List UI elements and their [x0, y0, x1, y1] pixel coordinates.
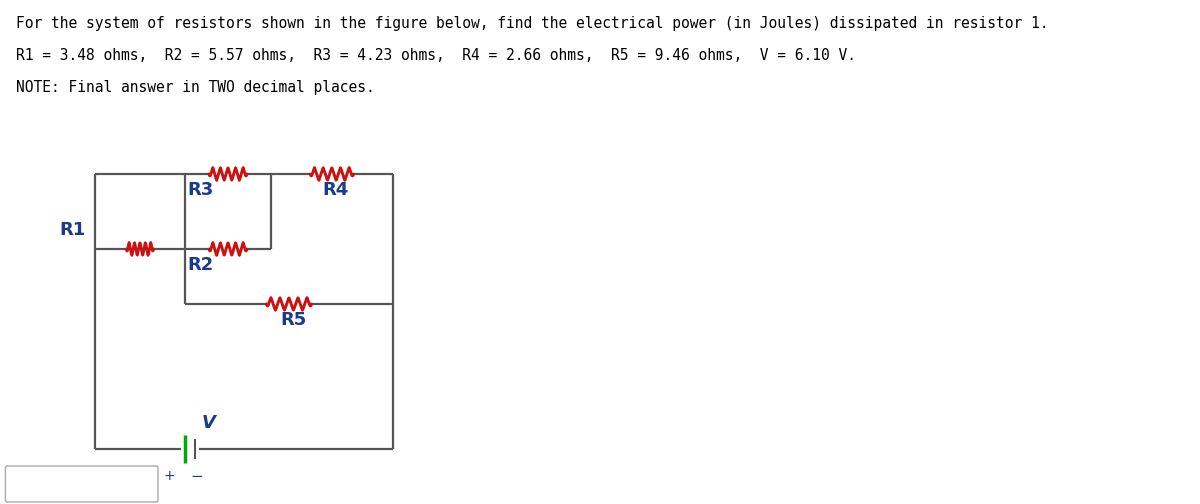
Text: R2: R2 — [187, 256, 214, 274]
Text: R5: R5 — [280, 311, 306, 329]
Text: −: − — [191, 469, 203, 484]
Text: +: + — [164, 469, 175, 483]
Text: R4: R4 — [323, 181, 349, 199]
Text: V: V — [202, 414, 215, 432]
Text: For the system of resistors shown in the figure below, find the electrical power: For the system of resistors shown in the… — [17, 16, 1049, 31]
Text: NOTE: Final answer in TWO decimal places.: NOTE: Final answer in TWO decimal places… — [17, 80, 376, 95]
Text: R1 = 3.48 ohms,  R2 = 5.57 ohms,  R3 = 4.23 ohms,  R4 = 2.66 ohms,  R5 = 9.46 oh: R1 = 3.48 ohms, R2 = 5.57 ohms, R3 = 4.2… — [17, 48, 857, 63]
Text: R1: R1 — [60, 221, 85, 239]
FancyBboxPatch shape — [6, 466, 158, 502]
Text: R3: R3 — [187, 181, 214, 199]
